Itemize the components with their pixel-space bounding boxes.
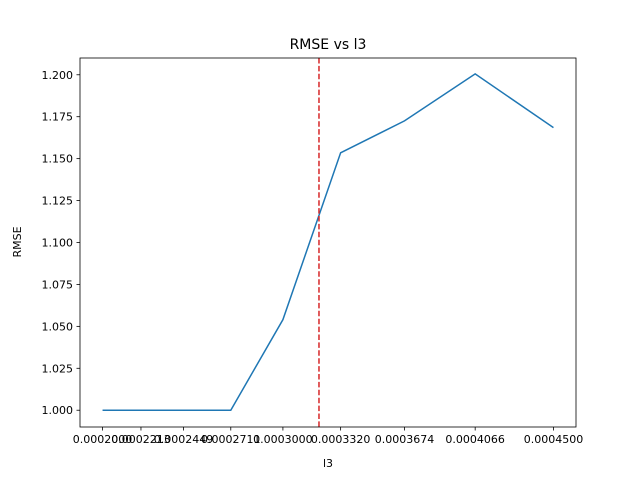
x-tick-label: 0.0002000 [73, 433, 133, 446]
series-line [102, 73, 554, 411]
x-tick-label: 0.0002449 [154, 433, 214, 446]
y-axis: 1.000 1.025 1.050 1.075 1.100 1.125 1.150 1.175… [42, 69, 80, 417]
chart-title: RMSE vs l3 [290, 37, 367, 53]
x-tick-label: 0.0002213 [111, 433, 171, 446]
x-tick-label: 0.0002711 [201, 433, 261, 446]
y-tick-label: 1.050 [42, 320, 74, 333]
y-tick-label: 1.175 [42, 111, 74, 124]
plot-area [80, 58, 576, 427]
x-axis: 0.00020000.00022130.00024490.00027110.00… [73, 427, 583, 446]
y-tick-label: 1.125 [42, 195, 74, 208]
y-tick-label: 1.000 [42, 404, 74, 417]
x-tick-label: 0.0003320 [311, 433, 371, 446]
y-tick-label: 1.100 [42, 237, 74, 250]
x-tick-label: 0.0003000 [253, 433, 313, 446]
y-tick-label: 1.150 [42, 153, 74, 166]
x-tick-label: 0.0004500 [524, 433, 584, 446]
plot-frame [79, 57, 577, 428]
x-tick-label: 0.0003674 [375, 433, 435, 446]
y-tick-label: 1.075 [42, 278, 74, 291]
x-tick-label: 0.0004066 [445, 433, 505, 446]
x-axis-label: l3 [323, 457, 333, 470]
y-tick-label: 1.025 [42, 362, 74, 375]
y-axis-label: RMSE [11, 226, 24, 257]
y-tick-label: 1.200 [42, 69, 74, 82]
